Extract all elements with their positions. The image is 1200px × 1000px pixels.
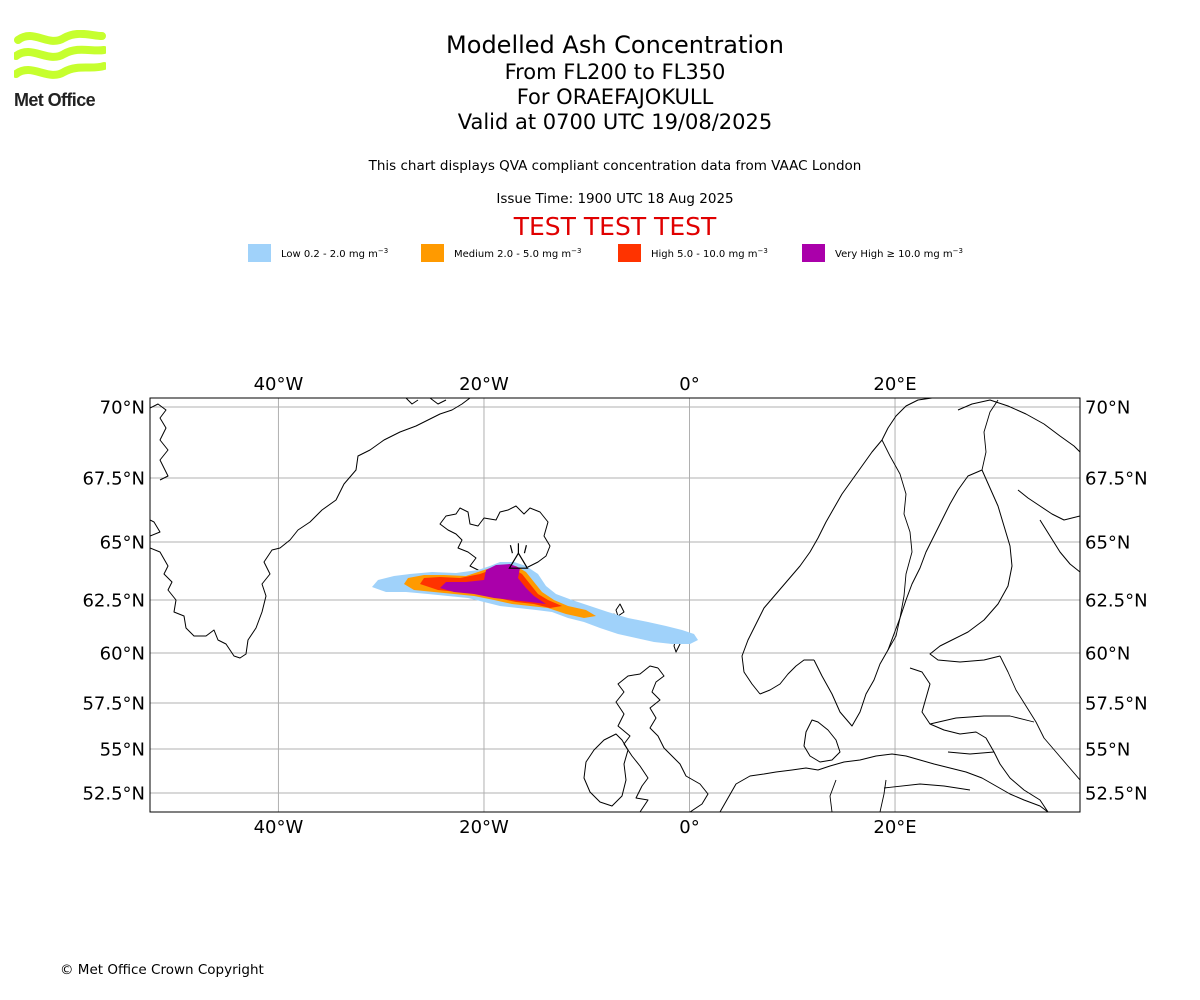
latitude-label-right: 57.5°N bbox=[1085, 694, 1148, 715]
latitude-label-right: 65°N bbox=[1085, 533, 1130, 554]
graticule bbox=[150, 398, 1080, 812]
longitude-label-bottom: 20°E bbox=[873, 817, 916, 838]
legend-item-very-high: Very High ≥ 10.0 mg m−3 bbox=[802, 244, 963, 262]
coastlines bbox=[150, 398, 1080, 812]
legend-item-low: Low 0.2 - 2.0 mg m−3 bbox=[248, 244, 388, 262]
issue-time: Issue Time: 1900 UTC 18 Aug 2025 bbox=[496, 191, 734, 207]
denmark-coastline bbox=[803, 719, 841, 763]
map-background bbox=[150, 398, 1080, 812]
map-frame bbox=[149, 397, 1081, 813]
title-line-2: From FL200 to FL350 bbox=[504, 60, 726, 84]
iceland-coastline bbox=[439, 505, 551, 581]
longitude-label-top: 0° bbox=[679, 374, 699, 395]
sweden-coastline bbox=[813, 469, 983, 727]
latitude-label-left: 65°N bbox=[100, 533, 145, 554]
legend-swatch-high bbox=[618, 244, 641, 262]
longitude-label-top: 20°W bbox=[459, 374, 509, 395]
ash-very-high-concentration bbox=[440, 564, 546, 604]
longitude-label-bottom: 0° bbox=[679, 817, 699, 838]
legend-item-high: High 5.0 - 10.0 mg m−3 bbox=[618, 244, 768, 262]
longitude-label-top: 40°W bbox=[254, 374, 304, 395]
latitude-label-right: 60°N bbox=[1085, 644, 1130, 665]
axis-tick-labels: 40°W 40°W 20°W 20°W 0° 0° 20°E 20°E 70°N 70°N 67.5… bbox=[82, 374, 1147, 838]
latitude-label-right: 52.5°N bbox=[1085, 784, 1148, 805]
test-banner: TEST TEST TEST bbox=[513, 212, 717, 241]
latitude-label-left: 52.5°N bbox=[82, 784, 145, 805]
latitude-label-left: 60°N bbox=[100, 644, 145, 665]
norway-coastline bbox=[741, 398, 933, 695]
copyright-notice: © Met Office Crown Copyright bbox=[60, 962, 264, 978]
volcano-icon bbox=[508, 543, 529, 569]
legend-label-high: High 5.0 - 10.0 mg m−3 bbox=[651, 246, 768, 260]
legend-item-medium: Medium 2.0 - 5.0 mg m−3 bbox=[421, 244, 581, 262]
title-line-1: Modelled Ash Concentration bbox=[446, 31, 784, 59]
latitude-label-left: 70°N bbox=[100, 398, 145, 419]
title-line-4: Valid at 0700 UTC 19/08/2025 bbox=[457, 110, 773, 134]
met-office-logo-text: Met Office bbox=[14, 90, 96, 110]
longitude-label-top: 20°E bbox=[873, 374, 916, 395]
great-britain-coastline bbox=[615, 665, 709, 812]
baltic-states-coastline bbox=[909, 667, 1049, 812]
legend-label-low: Low 0.2 - 2.0 mg m−3 bbox=[281, 246, 389, 260]
latitude-label-left: 62.5°N bbox=[82, 591, 145, 612]
title-line-3: For ORAEFAJOKULL bbox=[516, 85, 714, 109]
compliance-note: This chart displays QVA compliant concen… bbox=[368, 158, 862, 174]
latitude-label-right: 62.5°N bbox=[1085, 591, 1148, 612]
greenland-coastline bbox=[150, 398, 471, 659]
longitude-label-bottom: 40°W bbox=[254, 817, 304, 838]
met-office-logo: Met Office bbox=[14, 30, 106, 112]
chart-title: Modelled Ash Concentration From FL200 to… bbox=[315, 30, 915, 135]
latitude-label-left: 55°N bbox=[100, 740, 145, 761]
legend-swatch-medium bbox=[421, 244, 444, 262]
continental-coastline bbox=[719, 753, 1049, 812]
latitude-label-right: 55°N bbox=[1085, 740, 1130, 761]
latitude-label-left: 57.5°N bbox=[82, 694, 145, 715]
kola-coastline bbox=[957, 399, 1080, 573]
legend-swatch-low bbox=[248, 244, 271, 262]
latitude-label-right: 70°N bbox=[1085, 398, 1130, 419]
concentration-legend: Low 0.2 - 2.0 mg m−3 Medium 2.0 - 5.0 mg… bbox=[0, 244, 1200, 264]
country-borders bbox=[829, 399, 1080, 812]
volcano-triangle bbox=[508, 552, 529, 569]
met-office-waves-icon bbox=[14, 30, 106, 79]
latitude-label-left: 67.5°N bbox=[82, 469, 145, 490]
legend-label-very-high: Very High ≥ 10.0 mg m−3 bbox=[835, 246, 963, 260]
volcano-eruption-lines bbox=[509, 543, 527, 554]
legend-label-medium: Medium 2.0 - 5.0 mg m−3 bbox=[454, 246, 582, 260]
longitude-label-bottom: 20°W bbox=[459, 817, 509, 838]
latitude-label-right: 67.5°N bbox=[1085, 469, 1148, 490]
greenland-north-coast bbox=[150, 403, 169, 481]
finland-coastline bbox=[929, 469, 1013, 663]
arctic-islands bbox=[405, 398, 447, 405]
legend-swatch-very-high bbox=[802, 244, 825, 262]
ireland-coastline bbox=[583, 733, 629, 807]
ash-plume bbox=[372, 562, 698, 644]
